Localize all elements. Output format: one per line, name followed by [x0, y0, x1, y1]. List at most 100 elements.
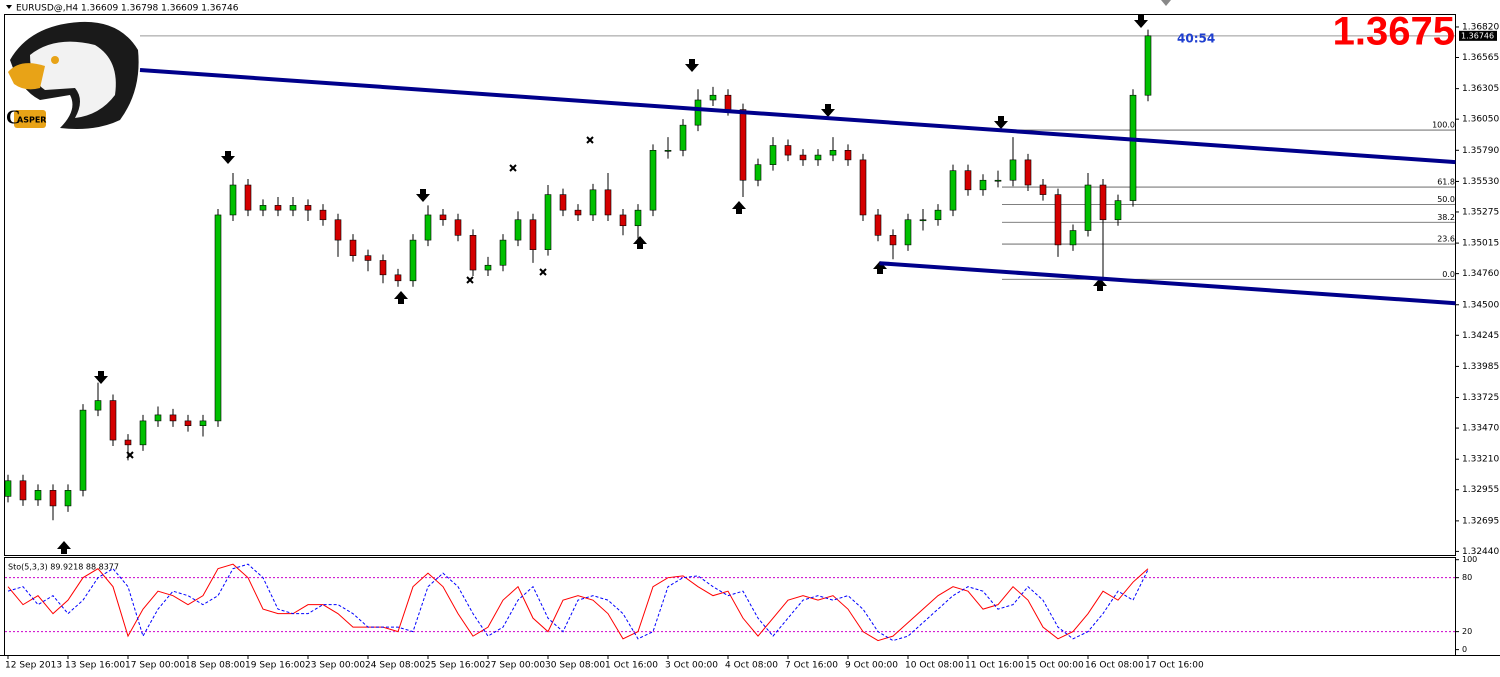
candle-body	[364, 255, 372, 261]
trend-line	[879, 261, 1456, 306]
shift-marker	[1161, 0, 1171, 6]
candle-body	[139, 420, 147, 446]
y-tick-label: 1.33985	[1462, 362, 1499, 372]
x-tick-label: 3 Oct 00:00	[665, 661, 718, 671]
x-tick-label: 13 Sep 16:00	[65, 661, 125, 671]
y-tick-label: 20	[1462, 627, 1472, 636]
candle-body	[979, 179, 987, 191]
y-tick-label: 1.36820	[1462, 22, 1499, 32]
x-tick-label: 11 Oct 16:00	[965, 661, 1024, 671]
candle-body	[229, 184, 237, 216]
candle-body	[529, 219, 537, 250]
candle-body	[949, 170, 957, 211]
y-tick-label: 1.35790	[1462, 146, 1499, 156]
price-tag	[1459, 30, 1497, 41]
x-tick-label: 17 Sep 00:00	[125, 661, 185, 671]
candle-body	[739, 109, 747, 181]
candle-body	[1129, 94, 1137, 201]
candle-body	[859, 159, 867, 216]
x-tick-label: 7 Oct 16:00	[785, 661, 838, 671]
price-tag-label: 1.36746	[1461, 31, 1494, 40]
candle-body	[49, 490, 57, 507]
candle-body	[754, 164, 762, 181]
candle-body	[919, 219, 927, 222]
candle-body	[649, 149, 657, 211]
candle-body	[199, 420, 207, 426]
x-tick-label: 18 Sep 08:00	[185, 661, 245, 671]
candle-body	[889, 235, 897, 246]
candle-body	[334, 219, 342, 241]
trend-line	[139, 67, 1456, 165]
x-tick-label: 25 Sep 16:00	[425, 661, 485, 671]
candle-body	[1009, 159, 1017, 181]
candle-body	[904, 219, 912, 246]
candle-body	[184, 420, 192, 426]
candle-body	[964, 170, 972, 191]
candle-body	[679, 124, 687, 151]
candle-body	[289, 205, 297, 211]
fib-label: 100.0	[1432, 121, 1455, 130]
logo-eye	[51, 56, 59, 64]
candle-body	[379, 260, 387, 276]
y-tick-label: 1.33470	[1462, 424, 1499, 434]
stoch-line	[7, 563, 1149, 642]
candle-body	[604, 189, 612, 216]
y-tick-label: 1.35015	[1462, 239, 1499, 249]
y-tick-label: 1.34245	[1462, 331, 1499, 341]
x-tick-label: 4 Oct 08:00	[725, 661, 778, 671]
candle-body	[514, 219, 522, 241]
candle-body	[1054, 194, 1062, 246]
timer: 40:54	[1177, 32, 1215, 46]
candle-body	[469, 235, 477, 271]
candle-body	[769, 145, 777, 165]
fib-label: 0.0	[1442, 270, 1455, 279]
candle-body	[424, 214, 432, 241]
candle-body	[109, 400, 117, 441]
menu-icon[interactable]	[6, 5, 12, 9]
candle-body	[544, 194, 552, 250]
x-tick-label: 19 Sep 16:00	[245, 661, 305, 671]
x-tick-label: 23 Sep 00:00	[305, 661, 365, 671]
logo-beak	[8, 63, 45, 90]
candle-body	[844, 149, 852, 161]
candle-body	[724, 94, 732, 110]
logo: C ASPER	[6, 21, 139, 129]
logo-initial: C	[6, 107, 20, 129]
y-tick-label: 1.32955	[1462, 485, 1499, 495]
candle-body	[439, 214, 447, 221]
y-tick-label: 1.36565	[1462, 53, 1499, 63]
candle-body	[559, 194, 567, 211]
stoch-title: Sto(5,3,3) 89.9218 88.8377	[8, 563, 119, 572]
candle-body	[409, 239, 417, 282]
x-tick-label: 30 Sep 08:00	[545, 661, 605, 671]
y-tick-label: 1.32695	[1462, 516, 1499, 526]
fib-label: 61.8	[1437, 178, 1455, 187]
candle-body	[934, 209, 942, 221]
candle-body	[34, 490, 42, 501]
candle-body	[154, 414, 162, 422]
candle-body	[124, 439, 132, 446]
x-tick-label: 9 Oct 00:00	[845, 661, 898, 671]
candle-body	[799, 154, 807, 161]
candle-body	[244, 184, 252, 211]
y-tick-label: 1.32440	[1462, 547, 1499, 557]
candle-body	[259, 205, 267, 211]
y-tick-label: 80	[1462, 573, 1472, 582]
x-tick-label: 24 Sep 08:00	[365, 661, 425, 671]
candle-body	[19, 480, 27, 501]
candle-body	[304, 205, 312, 211]
y-tick-label: 1.33725	[1462, 393, 1499, 403]
fib-label: 38.2	[1437, 213, 1455, 222]
candle-body	[319, 209, 327, 221]
candle-body	[1114, 200, 1122, 221]
chart-header: EURUSD@,H4 1.36609 1.36798 1.36609 1.367…	[16, 4, 239, 14]
candle-body	[664, 149, 672, 152]
candle-body	[1039, 184, 1047, 195]
candle-body	[214, 214, 222, 422]
candle-body	[589, 189, 597, 216]
candle-body	[634, 209, 642, 227]
x-tick-label: 27 Sep 00:00	[485, 661, 545, 671]
x-tick-label: 16 Oct 08:00	[1085, 661, 1144, 671]
candle-body	[994, 179, 1002, 182]
